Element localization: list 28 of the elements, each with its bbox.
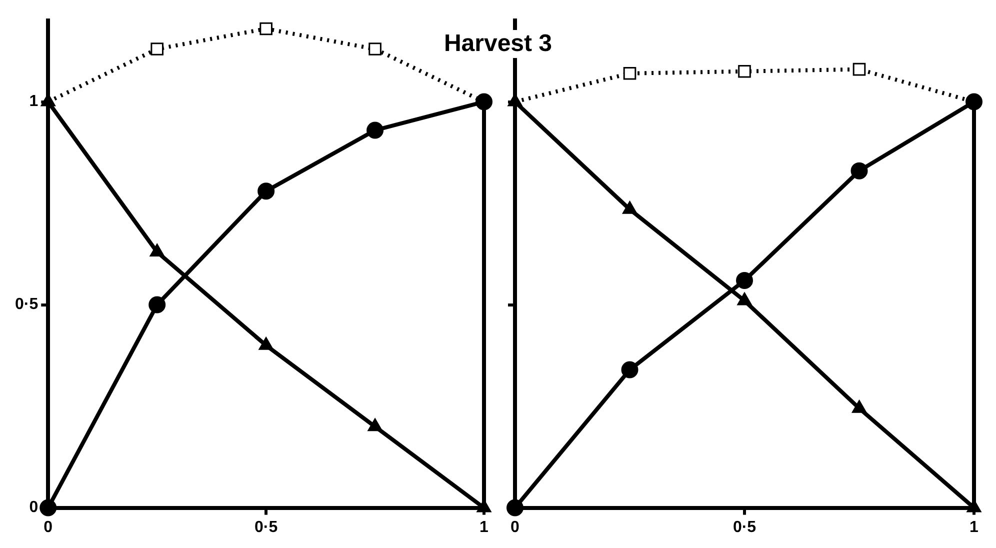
point <box>260 22 272 36</box>
point <box>368 418 382 432</box>
point <box>148 296 166 314</box>
x-tick-label: 1 <box>970 518 979 536</box>
x-tick-label: 1 <box>480 518 489 536</box>
y-tick-label: 0·5 <box>15 296 38 314</box>
x-tick-label: 0 <box>44 518 53 536</box>
point <box>150 244 165 257</box>
point <box>366 122 384 139</box>
point <box>368 42 382 56</box>
y-tick-label: 0 <box>29 499 38 516</box>
point <box>621 361 638 378</box>
point <box>150 42 164 56</box>
point <box>623 66 636 80</box>
x-tick-label: 0·5 <box>254 518 278 536</box>
point <box>852 400 867 413</box>
point <box>736 272 753 289</box>
point <box>850 162 868 180</box>
point <box>737 292 752 306</box>
y-tick-label: 1 <box>29 93 38 110</box>
x-tick-label: 0·5 <box>732 518 756 536</box>
point <box>852 62 866 76</box>
point <box>738 64 751 78</box>
point <box>258 336 274 350</box>
x-tick-label: 0 <box>510 518 520 536</box>
point <box>258 182 275 200</box>
point <box>622 200 638 214</box>
chart-title: Harvest 3 <box>408 30 588 58</box>
